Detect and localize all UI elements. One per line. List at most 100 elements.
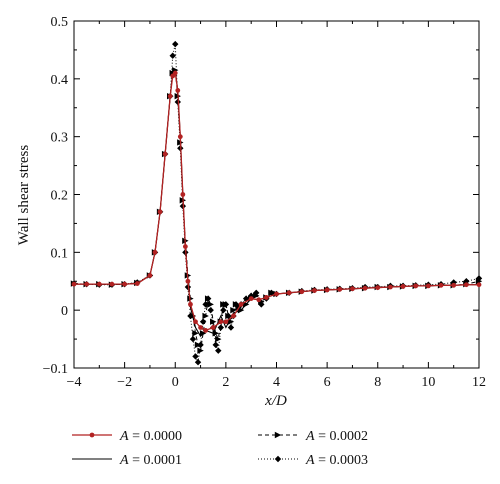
series-line (73, 44, 480, 365)
legend-item-2: A = 0.0001 (72, 453, 182, 468)
data-point (147, 273, 153, 278)
data-point (162, 151, 168, 157)
series-1 (71, 70, 482, 333)
data-point (152, 249, 158, 255)
data-point (204, 295, 212, 302)
y-tick-label: 0.3 (51, 131, 69, 146)
data-point (362, 285, 368, 291)
data-point (475, 275, 483, 282)
data-point (227, 324, 235, 331)
data-point (169, 52, 176, 59)
data-point (207, 306, 214, 314)
legend-marker (274, 431, 282, 439)
data-point (189, 335, 197, 343)
y-tick-label: 0.1 (51, 246, 69, 261)
data-point (188, 301, 193, 307)
data-point (167, 93, 173, 99)
data-point (193, 319, 198, 325)
y-tick-label: 0.5 (51, 15, 69, 30)
legend-item-3: A = 0.0002 (258, 429, 368, 444)
data-point (218, 319, 224, 325)
x-tick-labels: −4 −2 0 2 4 6 8 10 12 (67, 375, 486, 390)
data-point (413, 283, 419, 289)
data-point (197, 347, 204, 354)
data-point (225, 312, 232, 320)
data-point (215, 335, 222, 343)
axis-ticks (73, 20, 480, 369)
data-point (337, 286, 343, 292)
data-point (268, 289, 275, 297)
data-point (198, 325, 203, 330)
x-tick-label: −2 (117, 375, 132, 390)
data-point (194, 359, 202, 366)
x-tick-label: 6 (324, 375, 331, 390)
data-point (476, 282, 482, 288)
data-point (274, 291, 279, 297)
data-point (96, 281, 102, 287)
data-point (202, 301, 209, 308)
legend-label: A = 0.0002 (305, 429, 368, 444)
y-tick-label: 0.2 (51, 189, 69, 204)
data-point (350, 286, 355, 292)
data-point (157, 209, 163, 215)
data-point (312, 288, 317, 293)
legend-label: A = 0.0003 (305, 453, 368, 468)
y-tick-label: 0 (61, 304, 68, 319)
legend-label: A = 0.0001 (119, 453, 182, 468)
legend-marker (274, 455, 282, 463)
data-point (192, 330, 199, 337)
data-point (172, 70, 178, 76)
data-point (175, 88, 181, 93)
data-point (238, 301, 244, 307)
data-point (400, 284, 406, 289)
data-point (451, 282, 457, 288)
data-point (109, 281, 115, 287)
legend: A = 0.0000 A = 0.0001 A = 0.0002 A = 0.0003 (72, 429, 368, 468)
data-point (71, 281, 77, 287)
data-point (258, 301, 265, 308)
data-point (203, 328, 209, 333)
x-axis-label: x/D (264, 393, 287, 409)
data-point (210, 325, 216, 330)
data-point (217, 324, 225, 331)
data-point (199, 318, 207, 325)
data-point (425, 283, 431, 289)
legend-item-4: A = 0.0003 (258, 453, 368, 468)
data-point (197, 341, 204, 349)
series-layer (70, 40, 483, 366)
legend-label: A = 0.0000 (119, 429, 182, 444)
y-tick-labels: −0.1 0 0.1 0.2 0.3 0.4 0.5 (43, 15, 68, 377)
series-4 (70, 40, 483, 366)
data-point (438, 282, 444, 288)
x-tick-label: 0 (172, 375, 179, 390)
legend-item-1: A = 0.0000 (72, 429, 182, 444)
data-point (187, 312, 194, 320)
x-tick-label: −4 (67, 375, 82, 390)
data-point (231, 313, 236, 319)
y-tick-label: −0.1 (43, 362, 68, 377)
data-point (222, 301, 230, 308)
series-3 (70, 66, 483, 354)
x-tick-label: 4 (273, 375, 280, 390)
data-point (375, 285, 381, 291)
data-point (263, 295, 269, 300)
data-point (227, 318, 235, 325)
legend-marker (89, 432, 95, 438)
data-point (172, 40, 179, 48)
data-point (215, 347, 222, 354)
data-point (388, 284, 393, 290)
data-point (192, 353, 199, 360)
data-point (122, 281, 128, 287)
x-tick-label: 10 (421, 375, 435, 390)
data-point (253, 289, 260, 297)
data-point (212, 330, 219, 337)
data-point (220, 306, 227, 314)
data-point (230, 306, 237, 314)
series-line (73, 68, 480, 353)
data-point (212, 341, 219, 349)
data-point (180, 192, 186, 197)
x-tick-label: 8 (374, 375, 381, 390)
data-point (286, 290, 292, 296)
x-tick-label: 2 (222, 375, 229, 390)
